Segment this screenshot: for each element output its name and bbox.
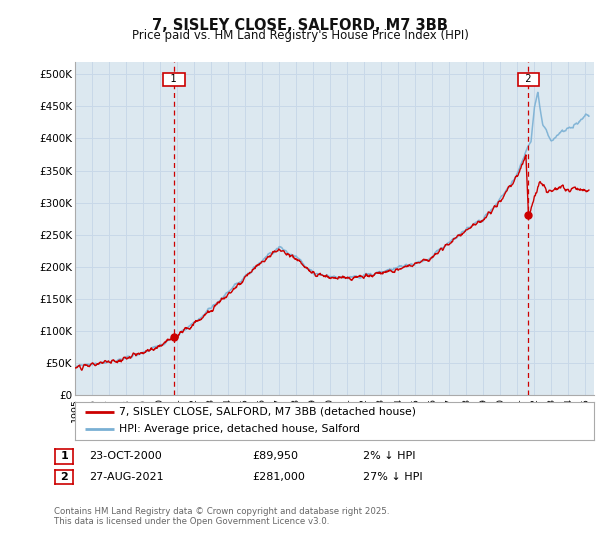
Text: 23-OCT-2000: 23-OCT-2000 (89, 451, 161, 461)
Text: 27% ↓ HPI: 27% ↓ HPI (363, 472, 422, 482)
Text: Contains HM Land Registry data © Crown copyright and database right 2025.
This d: Contains HM Land Registry data © Crown c… (54, 507, 389, 526)
Text: 2: 2 (61, 472, 68, 482)
Text: HPI: Average price, detached house, Salford: HPI: Average price, detached house, Salf… (119, 424, 360, 435)
Text: £281,000: £281,000 (252, 472, 305, 482)
Text: 1: 1 (61, 451, 68, 461)
Text: 7, SISLEY CLOSE, SALFORD, M7 3BB (detached house): 7, SISLEY CLOSE, SALFORD, M7 3BB (detach… (119, 407, 416, 417)
Text: 7, SISLEY CLOSE, SALFORD, M7 3BB: 7, SISLEY CLOSE, SALFORD, M7 3BB (152, 18, 448, 33)
Text: 27-AUG-2021: 27-AUG-2021 (89, 472, 163, 482)
Text: £89,950: £89,950 (252, 451, 298, 461)
Text: 2: 2 (519, 74, 538, 85)
Text: 2% ↓ HPI: 2% ↓ HPI (363, 451, 415, 461)
Text: 1: 1 (164, 74, 183, 85)
Text: Price paid vs. HM Land Registry's House Price Index (HPI): Price paid vs. HM Land Registry's House … (131, 29, 469, 42)
